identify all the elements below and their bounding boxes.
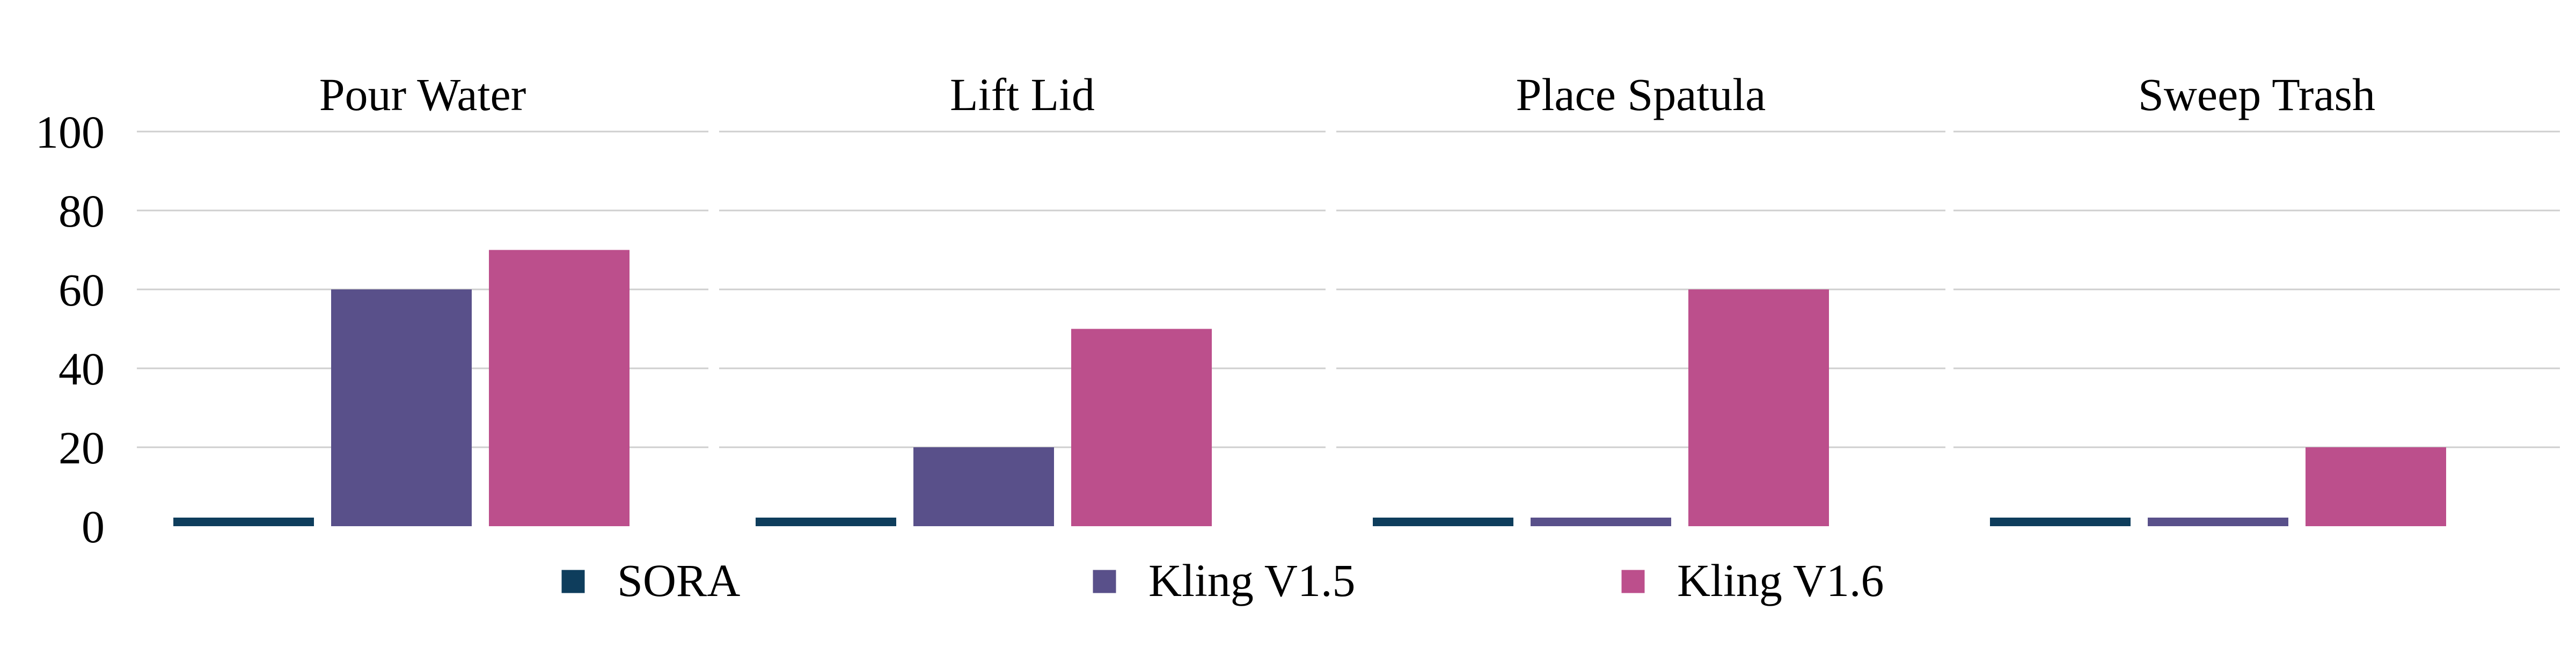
grid-layer (137, 130, 2560, 448)
bar-sora-panel-1 (173, 518, 314, 526)
y-tick-label-0: 0 (82, 501, 105, 553)
legend: SORA Kling V1.5 Kling V1.6 (560, 555, 1884, 606)
y-tick-label-100: 100 (35, 106, 105, 158)
bar-kling-v1-6-panel-3 (1688, 289, 1829, 526)
legend-swatch-2 (1091, 568, 1118, 595)
legend-label-2: Kling V1.5 (1148, 555, 1355, 606)
panel-title-4: Sweep Trash (2138, 69, 2375, 120)
legend-label-3: Kling V1.6 (1677, 555, 1884, 606)
bar-sora-panel-4 (1990, 518, 2131, 526)
bar-kling-v1-5-panel-1 (331, 289, 472, 526)
y-tick-label-80: 80 (58, 185, 105, 237)
bar-kling-v1-6-panel-4 (2306, 447, 2446, 526)
bar-kling-v1-5-panel-3 (1531, 518, 1671, 526)
panel-titles: Pour Water Lift Lid Place Spatula Sweep Tra… (319, 69, 2375, 120)
bar-kling-v1-6-panel-2 (1071, 329, 1212, 526)
bar-layer (173, 250, 2446, 526)
panel-title-3: Place Spatula (1516, 69, 1766, 120)
y-tick-label-20: 20 (58, 422, 105, 474)
bar-sora-panel-3 (1373, 518, 1513, 526)
y-tick-label-40: 40 (58, 343, 105, 395)
bar-kling-v1-5-panel-2 (913, 447, 1054, 526)
legend-swatch-1 (560, 568, 587, 595)
panel-title-2: Lift Lid (950, 69, 1095, 120)
bar-sora-panel-2 (756, 518, 896, 526)
bar-kling-v1-5-panel-4 (2148, 518, 2288, 526)
legend-swatch-3 (1620, 568, 1646, 595)
legend-label-1: SORA (617, 555, 740, 606)
y-axis: 0 20 40 60 80 100 (35, 106, 105, 553)
panel-title-1: Pour Water (319, 69, 526, 120)
y-tick-label-60: 60 (58, 264, 105, 316)
bar-kling-v1-6-panel-1 (489, 250, 630, 526)
